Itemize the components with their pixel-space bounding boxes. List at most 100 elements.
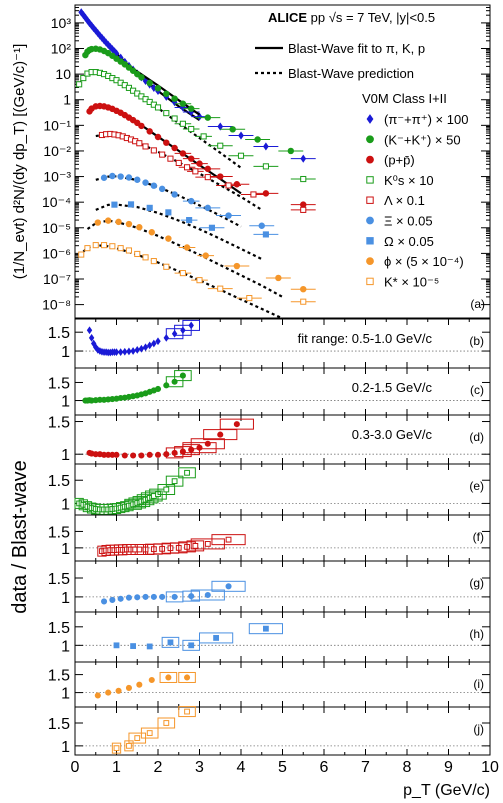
data-point	[196, 277, 203, 284]
ratio-point	[179, 372, 186, 379]
data-point	[217, 142, 224, 149]
data-point	[136, 224, 143, 231]
data-point	[165, 235, 172, 242]
data-point	[204, 204, 212, 212]
ratio-point	[184, 469, 190, 476]
ratio-panel-7: 11.5 (i)	[48, 661, 491, 708]
data-point	[262, 190, 270, 197]
syst-box	[178, 467, 196, 479]
ratio-y-tick-label: 1.5	[48, 375, 70, 392]
data-point	[208, 224, 216, 231]
ratio-y-tick-label: 1.5	[48, 415, 70, 432]
ratio-point	[196, 444, 203, 451]
data-point	[187, 197, 195, 205]
ratio-panel-3: 1 1.5 (e)	[48, 463, 491, 516]
ratio-point	[125, 594, 132, 601]
data-point	[136, 140, 143, 147]
ratio-point	[88, 333, 95, 342]
ratio-point	[105, 689, 112, 696]
data-point	[142, 254, 149, 261]
panel-label: (b)	[469, 334, 484, 348]
data-point	[134, 250, 141, 258]
legend-marker	[366, 237, 374, 245]
data-point	[300, 201, 307, 208]
ratio-point	[225, 583, 232, 590]
x-tick-label: 5	[278, 759, 287, 776]
blast-wave-curve	[86, 219, 284, 298]
ratio-point	[134, 735, 141, 741]
data-point	[150, 258, 157, 265]
ratio-point	[126, 742, 132, 749]
data-point	[115, 218, 122, 226]
ratio-point	[130, 452, 137, 459]
data-point	[183, 164, 191, 171]
data-point	[229, 126, 236, 133]
syst-box	[182, 639, 200, 651]
data-point	[287, 147, 295, 155]
ratio-panel-4: 11.5 (f)	[48, 514, 491, 562]
x-tick-label: 1	[112, 759, 121, 776]
data-point	[104, 217, 112, 224]
legend-marker	[366, 114, 374, 124]
panel-label: (f)	[473, 530, 484, 544]
data-point	[154, 133, 162, 141]
series-3	[76, 69, 316, 183]
data-point	[217, 173, 224, 180]
data-point	[117, 245, 124, 252]
data-point	[146, 79, 153, 87]
legend-marker	[366, 135, 374, 144]
fit-range-note: 0.2-1.5 GeV/c	[352, 380, 433, 395]
legend-marker	[366, 196, 374, 204]
syst-box	[190, 538, 225, 550]
ratio-point	[125, 684, 132, 691]
data-point	[127, 201, 135, 208]
ratio-point	[171, 478, 178, 485]
data-point	[179, 120, 186, 127]
data-point	[275, 274, 282, 282]
ratio-frame	[74, 706, 491, 756]
legend-marker	[366, 277, 374, 286]
ratio-point	[134, 346, 140, 354]
ratio-point	[165, 674, 172, 681]
ratio-point	[204, 541, 211, 547]
data-point	[142, 179, 149, 186]
data-point	[202, 252, 209, 259]
data-point	[163, 263, 170, 270]
ratio-panel-2: 1 1.5 0.3-3.0 GeV/c (d)	[48, 414, 491, 465]
data-point	[146, 204, 153, 211]
ratio-panel-5: 1 1.5 (g)	[48, 560, 491, 613]
ratio-point	[136, 681, 143, 688]
ratio-point	[163, 486, 170, 493]
ratio-y-tick-label: 1.5	[48, 620, 70, 637]
ratio-point	[233, 421, 240, 428]
ratio-point	[188, 321, 194, 330]
ratio-panel-0: 1 1.5 fit range: 0.5-1.0 GeV/c (b)	[48, 318, 491, 369]
data-point	[217, 122, 224, 131]
data-point	[146, 128, 153, 135]
data-point	[187, 155, 195, 162]
panel-label: (i)	[473, 677, 484, 691]
x-tick-label: 3	[195, 759, 204, 776]
ratio-point	[138, 452, 145, 459]
series-6	[95, 201, 279, 261]
data-point	[121, 61, 129, 68]
ratio-point	[154, 385, 162, 393]
data-point	[163, 90, 170, 98]
data-point	[138, 74, 145, 81]
ratio-point	[167, 639, 174, 646]
series-4	[95, 130, 316, 213]
ratio-y-tick-label: 1.5	[48, 571, 70, 588]
series-8	[78, 242, 316, 320]
legend-label: K* × 10⁻⁵	[384, 274, 439, 289]
legend-marker	[366, 257, 374, 266]
series-1	[82, 45, 304, 155]
ratio-y-tick-label: 1	[61, 638, 70, 655]
y-tick-label: 10	[55, 66, 71, 82]
ratio-point	[121, 452, 128, 459]
panel-label: (h)	[469, 627, 484, 641]
ratio-point	[154, 451, 162, 458]
ratio-y-tick-label: 1.5	[48, 716, 70, 733]
data-point	[258, 222, 265, 229]
ratio-point	[184, 674, 191, 681]
ratio-y-tick-label: 1	[61, 590, 70, 607]
